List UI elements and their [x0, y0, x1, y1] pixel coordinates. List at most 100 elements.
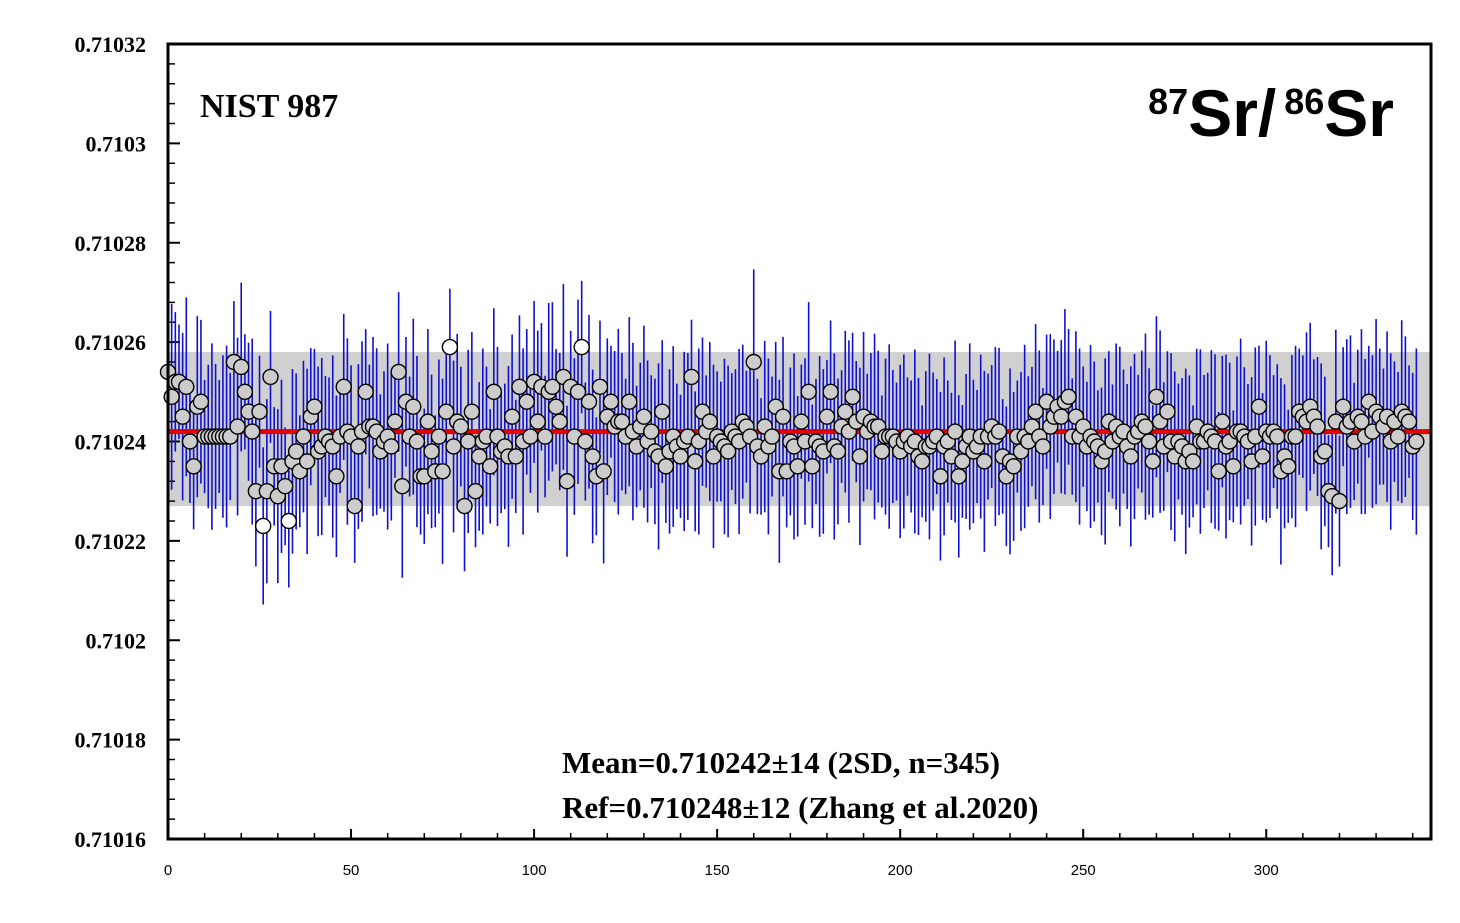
data-point: [163, 388, 180, 405]
data-point: [438, 403, 455, 420]
data-point: [485, 383, 503, 401]
data-point: [445, 438, 462, 455]
data-point: [408, 433, 426, 450]
data-point: [298, 453, 316, 470]
data-point: [932, 468, 949, 485]
data-point: [254, 517, 272, 535]
data-point: [236, 383, 254, 401]
data-point: [350, 438, 367, 455]
data-point: [287, 443, 305, 460]
data-point: [793, 413, 810, 430]
numerator-element: Sr/: [1188, 76, 1276, 150]
data-point: [262, 368, 279, 386]
data-point: [763, 428, 781, 445]
data-point: [1400, 413, 1418, 430]
data-point: [280, 512, 298, 530]
data-point: [1053, 408, 1070, 425]
data-point: [1225, 458, 1242, 475]
x-tick-label: 200: [888, 862, 913, 879]
data-point: [328, 468, 345, 485]
data-point: [174, 408, 191, 425]
data-point: [1250, 398, 1268, 415]
data-point: [829, 443, 847, 460]
data-point: [913, 453, 931, 470]
data-point: [774, 408, 792, 425]
data-point: [745, 353, 762, 371]
data-point: [459, 433, 477, 450]
data-point: [1144, 453, 1161, 470]
data-point: [1122, 448, 1140, 465]
data-point: [873, 443, 891, 460]
data-point: [529, 413, 546, 430]
data-point: [1280, 458, 1297, 475]
data-point: [394, 478, 411, 495]
data-points: [159, 338, 1425, 535]
data-point: [518, 393, 535, 410]
data-point: [1408, 433, 1425, 450]
mean-annotation: Mean=0.710242±14 (2SD, n=345): [562, 745, 1000, 780]
data-point: [1309, 418, 1326, 435]
data-point: [251, 403, 268, 420]
data-point: [547, 398, 565, 415]
x-tick-label: 250: [1071, 862, 1096, 879]
data-point: [419, 413, 437, 430]
y-tick-labels: 0.71016 0.71018 0.7102 0.71022 0.71024 0.7102…: [75, 32, 147, 852]
data-point: [1060, 388, 1077, 405]
y-tick-label: 0.71022: [75, 529, 147, 554]
data-point: [621, 393, 638, 410]
data-point: [789, 458, 806, 475]
data-point: [551, 413, 568, 430]
plot-frame: [166, 42, 1433, 841]
data-point: [1316, 443, 1334, 460]
data-point: [1184, 453, 1202, 470]
data-point: [558, 473, 576, 490]
numerator-mass: 87: [1148, 81, 1188, 122]
data-point: [1214, 413, 1231, 430]
data-point: [595, 463, 612, 480]
data-point: [686, 453, 704, 470]
data-point: [346, 497, 363, 515]
data-point: [405, 398, 422, 415]
data-point: [481, 458, 499, 475]
data-point: [946, 423, 964, 440]
data-point: [383, 438, 400, 455]
data-point: [335, 378, 352, 396]
data-point: [602, 393, 620, 410]
data-point: [467, 482, 484, 500]
data-point: [569, 383, 587, 401]
data-point: [390, 363, 407, 381]
x-tick-label: 0: [164, 862, 172, 879]
data-point: [635, 408, 653, 425]
data-point: [643, 423, 660, 440]
data-point: [990, 423, 1008, 440]
data-point: [701, 413, 719, 430]
denominator-mass: 86: [1284, 81, 1324, 122]
data-point: [1269, 428, 1286, 445]
data-point: [1254, 448, 1271, 465]
data-point: [295, 428, 312, 445]
data-point: [822, 383, 839, 401]
x-tick-label: 100: [522, 862, 547, 879]
data-point: [818, 408, 836, 425]
data-point: [705, 448, 722, 465]
data-point: [452, 418, 470, 435]
denominator-element: Sr: [1324, 76, 1394, 150]
data-point: [800, 383, 817, 401]
data-point: [580, 393, 598, 410]
data-point: [654, 403, 671, 420]
data-point: [719, 443, 737, 460]
y-tick-label: 0.71028: [75, 231, 147, 256]
y-tick-label: 0.71026: [75, 330, 147, 355]
data-point: [1159, 403, 1176, 420]
data-point: [1287, 428, 1304, 445]
data-point: [434, 463, 451, 480]
data-point: [804, 458, 821, 475]
data-point: [1005, 458, 1022, 475]
y-tick-label: 0.71032: [75, 32, 147, 57]
data-point: [503, 408, 521, 425]
data-point: [536, 428, 554, 445]
data-point: [1331, 492, 1348, 510]
data-point: [613, 413, 631, 430]
sample-label: NIST 987: [200, 88, 338, 125]
